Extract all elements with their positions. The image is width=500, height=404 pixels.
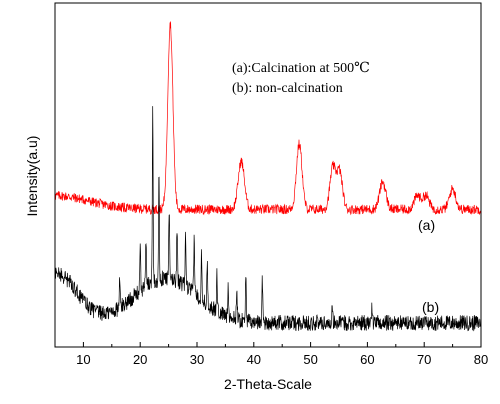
x-tick-label: 40 [247, 352, 261, 367]
x-tick-label: 60 [360, 352, 374, 367]
x-tick-label: 10 [76, 352, 90, 367]
x-axis-title: 2-Theta-Scale [224, 376, 312, 392]
x-tick-label: 20 [133, 352, 147, 367]
series-line-b [54, 106, 482, 332]
y-axis-title: Intensity(a.u) [24, 136, 40, 217]
x-tick-label: 80 [474, 352, 488, 367]
x-tick-label: 70 [417, 352, 431, 367]
series-label-a: (a) [418, 217, 435, 233]
series-layer [54, 21, 482, 332]
legend-entry-a: (a):Calcination at 500℃ [232, 61, 370, 76]
legend-entry-b: (b): non-calcination [232, 81, 343, 96]
x-axis-ticks: 10 20 30 40 50 60 70 80 [54, 342, 488, 367]
series-label-b: (b) [422, 299, 439, 315]
series-line-a [54, 21, 482, 216]
plot-frame [54, 2, 482, 348]
x-tick-label: 50 [303, 352, 317, 367]
x-tick-label: 30 [190, 352, 204, 367]
